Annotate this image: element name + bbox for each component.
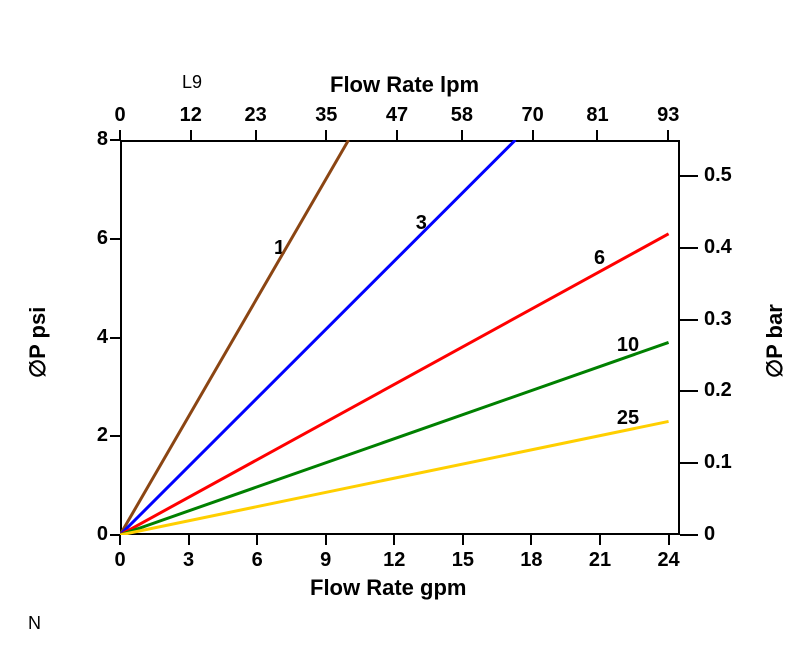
series-line bbox=[120, 234, 669, 535]
chart-lines bbox=[0, 0, 788, 656]
series-line bbox=[120, 140, 515, 535]
series-line bbox=[120, 140, 349, 535]
